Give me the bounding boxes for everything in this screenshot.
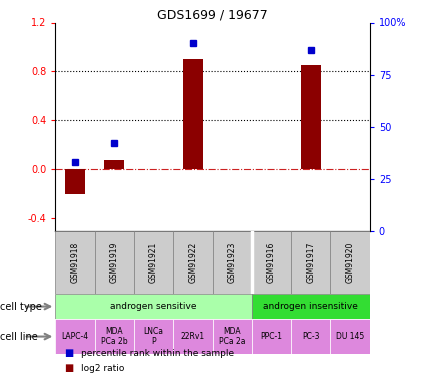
Bar: [252, 231, 291, 294]
Text: GSM91919: GSM91919: [110, 242, 119, 283]
Text: PC-3: PC-3: [302, 332, 320, 341]
Text: LAPC-4: LAPC-4: [61, 332, 88, 341]
Text: GSM91918: GSM91918: [71, 242, 79, 283]
Text: GSM91923: GSM91923: [228, 242, 237, 283]
Text: GSM91922: GSM91922: [188, 242, 197, 283]
Bar: [94, 231, 134, 294]
Bar: [331, 231, 370, 294]
Bar: [252, 294, 370, 319]
Text: cell type: cell type: [0, 302, 42, 312]
Bar: [291, 319, 331, 354]
Bar: [252, 319, 291, 354]
Text: 22Rv1: 22Rv1: [181, 332, 205, 341]
Text: percentile rank within the sample: percentile rank within the sample: [81, 349, 234, 358]
Bar: [65, 170, 85, 194]
Bar: [55, 231, 94, 294]
Bar: [183, 59, 203, 170]
Text: log2 ratio: log2 ratio: [81, 364, 124, 373]
Text: cell line: cell line: [0, 332, 38, 342]
Text: DU 145: DU 145: [336, 332, 364, 341]
Text: ■: ■: [64, 363, 73, 373]
Bar: [212, 231, 252, 294]
Text: PPC-1: PPC-1: [261, 332, 283, 341]
Bar: [331, 319, 370, 354]
Bar: [173, 319, 212, 354]
Bar: [105, 160, 124, 170]
Text: GSM91921: GSM91921: [149, 242, 158, 283]
Bar: [134, 231, 173, 294]
Title: GDS1699 / 19677: GDS1699 / 19677: [157, 8, 268, 21]
Bar: [301, 65, 320, 170]
Bar: [291, 231, 331, 294]
Bar: [94, 319, 134, 354]
Text: androgen insensitive: androgen insensitive: [264, 302, 358, 311]
Text: ■: ■: [64, 348, 73, 358]
Bar: [55, 319, 94, 354]
Bar: [134, 319, 173, 354]
Text: LNCa
P: LNCa P: [144, 327, 164, 346]
Bar: [55, 294, 252, 319]
Text: GSM91916: GSM91916: [267, 242, 276, 283]
Text: MDA
PCa 2a: MDA PCa 2a: [219, 327, 245, 346]
Text: androgen sensitive: androgen sensitive: [110, 302, 197, 311]
Bar: [173, 231, 212, 294]
Text: MDA
PCa 2b: MDA PCa 2b: [101, 327, 128, 346]
Text: GSM91917: GSM91917: [306, 242, 315, 283]
Text: GSM91920: GSM91920: [346, 242, 354, 283]
Bar: [212, 319, 252, 354]
